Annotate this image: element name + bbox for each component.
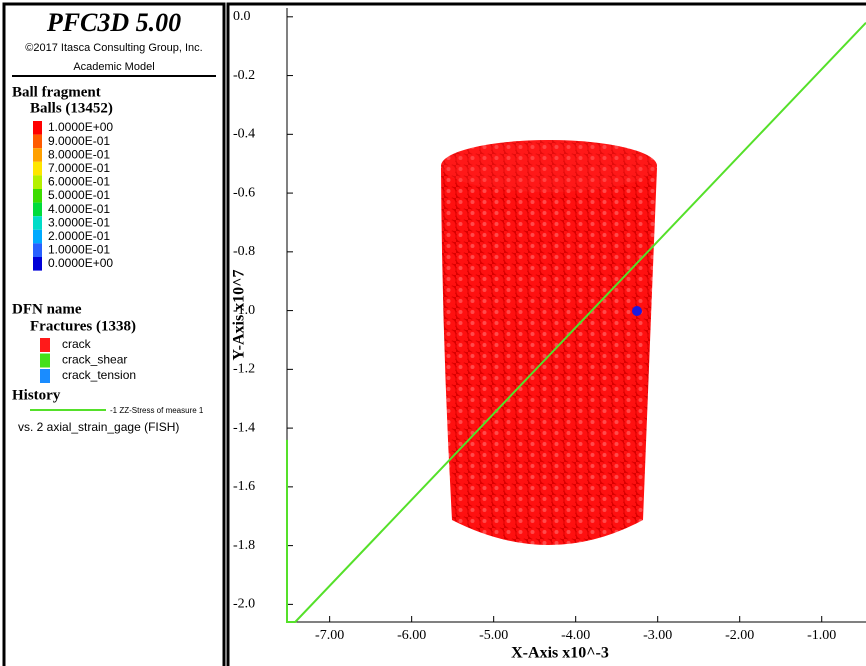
scale-label: 5.0000E-01 xyxy=(48,188,110,202)
fracture-swatch xyxy=(40,369,50,383)
scale-label: 1.0000E+00 xyxy=(48,120,113,134)
y-tick-label: -1.6 xyxy=(233,479,255,494)
scale-label: 9.0000E-01 xyxy=(48,134,110,148)
color-swatch xyxy=(33,203,42,217)
app-title: PFC3D 5.00 xyxy=(46,8,181,37)
y-tick-label: -1.8 xyxy=(233,538,255,553)
scale-label: 3.0000E-01 xyxy=(48,215,110,229)
copyright: ©2017 Itasca Consulting Group, Inc. xyxy=(25,42,202,54)
fracture-label: crack_tension xyxy=(62,368,136,382)
history-vs: vs. 2 axial_strain_gage (FISH) xyxy=(18,420,179,434)
x-tick-label: -2.00 xyxy=(725,628,754,643)
y-tick-label: -1.0 xyxy=(233,303,255,318)
x-axis-label: X-Axis x10^-3 xyxy=(511,645,609,662)
screen: PFC3D 5.00 ©2017 Itasca Consulting Group… xyxy=(0,0,866,666)
x-tick-label: -1.00 xyxy=(807,628,836,643)
x-tick-label: -3.00 xyxy=(643,628,672,643)
x-tick-label: -4.00 xyxy=(561,628,590,643)
scale-label: 2.0000E-01 xyxy=(48,229,110,243)
color-swatch xyxy=(33,189,42,203)
color-swatch xyxy=(33,162,42,176)
fractures: Fractures (1338) xyxy=(30,318,136,334)
fracture-swatch xyxy=(40,354,50,368)
ball-group: Ball fragment xyxy=(12,84,101,100)
y-tick-label: -0.8 xyxy=(233,244,255,259)
color-swatch xyxy=(33,257,42,271)
scale-label: 6.0000E-01 xyxy=(48,175,110,189)
scale-label: 8.0000E-01 xyxy=(48,147,110,161)
color-swatch xyxy=(33,216,42,230)
y-tick-label: 0.0 xyxy=(233,9,251,24)
color-swatch xyxy=(33,230,42,244)
color-swatch xyxy=(33,175,42,189)
fracture-label: crack_shear xyxy=(62,353,127,367)
x-tick-label: -5.00 xyxy=(479,628,508,643)
color-swatch xyxy=(33,121,42,135)
fracture-swatch xyxy=(40,338,50,352)
y-tick-label: -0.2 xyxy=(233,68,255,83)
y-tick-label: -0.6 xyxy=(233,185,255,200)
color-swatch xyxy=(33,148,42,162)
scale-label: 4.0000E-01 xyxy=(48,202,110,216)
y-tick-label: -1.2 xyxy=(233,362,255,377)
scale-label: 1.0000E-01 xyxy=(48,243,110,257)
ball-cylinder xyxy=(441,140,657,545)
color-swatch xyxy=(33,243,42,257)
history: History xyxy=(12,387,61,403)
x-tick-label: -6.00 xyxy=(397,628,426,643)
history-line: -1 ZZ-Stress of measure 1 xyxy=(110,406,204,415)
balls: Balls (13452) xyxy=(30,100,113,116)
y-tick-label: -2.0 xyxy=(233,597,255,612)
dfn: DFN name xyxy=(12,301,82,317)
scale-label: 7.0000E-01 xyxy=(48,161,110,175)
fracture-label: crack xyxy=(62,337,92,351)
x-tick-label: -7.00 xyxy=(315,628,344,643)
y-tick-label: -1.4 xyxy=(233,420,255,435)
color-swatch xyxy=(33,135,42,149)
y-tick-label: -0.4 xyxy=(233,127,255,142)
model: Academic Model xyxy=(73,61,154,73)
scale-label: 0.0000E+00 xyxy=(48,256,113,270)
